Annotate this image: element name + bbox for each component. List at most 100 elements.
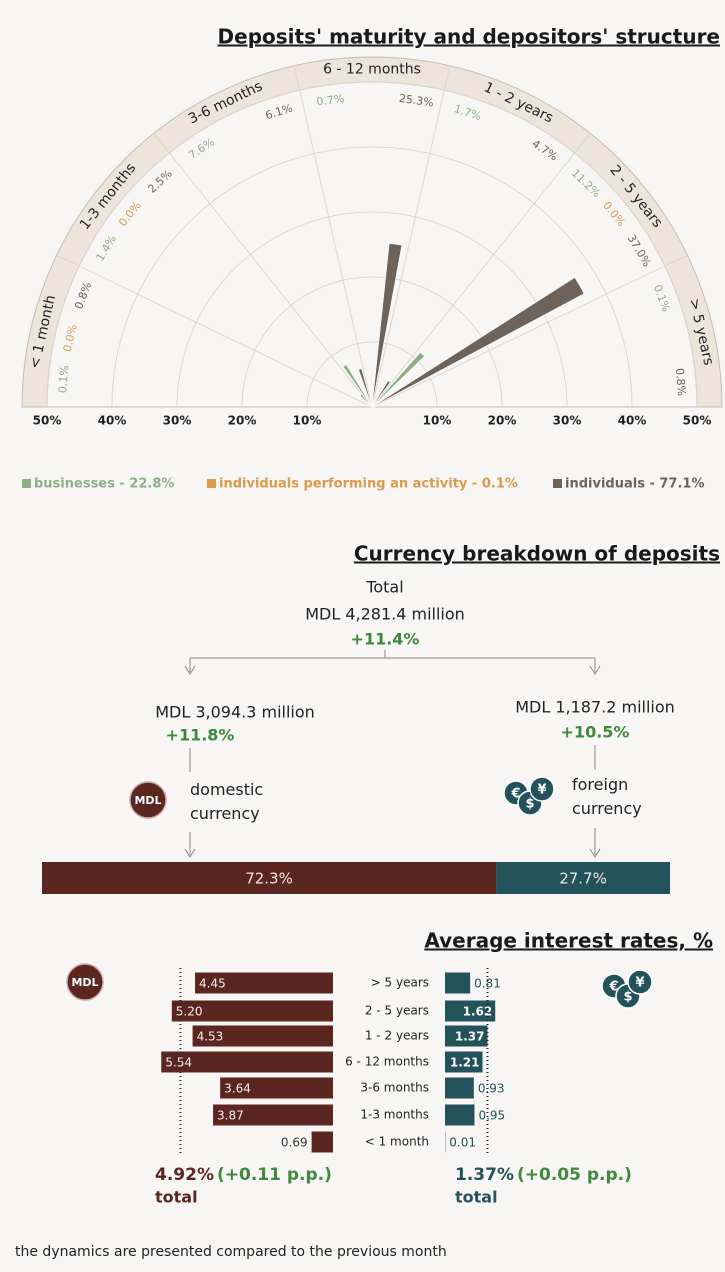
- bar: [220, 1077, 333, 1099]
- value-label: 0.95: [478, 1109, 505, 1123]
- wedge: [371, 243, 403, 408]
- value-label: 0.7%: [316, 92, 345, 109]
- grid-ring: [241, 276, 503, 408]
- wedge: [371, 380, 391, 408]
- value-label: 1.4%: [94, 233, 119, 264]
- category-label: 2 - 5 years: [365, 1004, 429, 1018]
- bar: [445, 1000, 496, 1022]
- r-tick-label: 50%: [683, 414, 712, 428]
- r-tick-label: 10%: [423, 414, 452, 428]
- legend-swatch: [553, 479, 562, 488]
- total-value: 1.37%: [455, 1165, 514, 1185]
- sector-line: [371, 133, 591, 408]
- domestic-label: domestic currency: [190, 780, 264, 823]
- value-label: 0.1%: [56, 365, 71, 394]
- value-label: 3.87: [217, 1109, 244, 1123]
- legend-swatch: [22, 479, 31, 488]
- chart-title: Deposits' maturity and depositors' struc…: [218, 25, 720, 49]
- value-label: 1.37: [455, 1030, 485, 1044]
- grid-ring: [111, 146, 633, 408]
- total-word: total: [155, 1188, 198, 1207]
- category-label: 6 - 12 months: [323, 62, 421, 78]
- total-word: total: [455, 1188, 498, 1207]
- value-label: 0.8%: [72, 280, 94, 311]
- r-tick-label: 50%: [33, 414, 62, 428]
- share-segment: [42, 862, 497, 894]
- r-tick-label: 40%: [98, 414, 127, 428]
- category-label: > 5 years: [371, 976, 429, 990]
- value-label: 25.3%: [398, 92, 434, 110]
- value-label: 7.6%: [186, 136, 216, 162]
- currency-symbol: ¥: [635, 976, 644, 991]
- currency-icon: [627, 969, 653, 995]
- value-label: 0.93: [478, 1082, 505, 1096]
- value-label: 0.0%: [116, 199, 144, 229]
- bar: [445, 1025, 488, 1047]
- currency-icon: [529, 776, 555, 802]
- mdl-icon-label: MDL: [134, 794, 161, 807]
- total-amount: MDL 4,281.4 million: [305, 605, 465, 624]
- value-label: 5.54: [165, 1056, 192, 1070]
- grid-ring: [306, 341, 438, 408]
- r-tick-label: 30%: [163, 414, 192, 428]
- value-label: 4.53: [197, 1030, 224, 1044]
- total-change: +11.4%: [351, 630, 420, 649]
- value-label: 1.7%: [452, 102, 483, 123]
- r-tick-label: 40%: [618, 414, 647, 428]
- wedge: [371, 396, 377, 408]
- wedge: [342, 364, 373, 408]
- wedge: [360, 394, 373, 408]
- chart-title: Average interest rates, %: [424, 929, 713, 953]
- wedge: [371, 277, 585, 408]
- value-label: 2.5%: [145, 167, 174, 196]
- value-label: 0.81: [474, 977, 501, 991]
- category-label: 6 - 12 months: [345, 1055, 429, 1069]
- sector-line: [371, 65, 451, 408]
- currency-symbol: $: [623, 990, 632, 1005]
- r-tick-label: 30%: [553, 414, 582, 428]
- domestic-change: +11.8%: [166, 726, 235, 745]
- bar: [195, 972, 333, 994]
- category-label: 1 - 2 years: [365, 1029, 429, 1043]
- r-tick-label: 10%: [293, 414, 322, 428]
- wedge: [371, 352, 425, 408]
- currency-symbol: ¥: [537, 783, 546, 798]
- bar: [171, 1000, 333, 1022]
- sector-line: [153, 133, 373, 408]
- value-label: 0.8%: [673, 368, 688, 397]
- legend-label: individuals - 77.1%: [565, 477, 704, 492]
- category-label: < 1 month: [365, 1135, 429, 1149]
- value-label: 0.0%: [61, 323, 80, 353]
- share-label: 27.7%: [559, 870, 607, 888]
- connectors: [184, 650, 601, 858]
- domestic-amount: MDL 3,094.3 million: [155, 703, 315, 722]
- value-label: 1.21: [450, 1056, 480, 1070]
- r-tick-label: 20%: [488, 414, 517, 428]
- value-label: 6.1%: [264, 101, 295, 122]
- mdl-icon: [66, 963, 104, 1001]
- mdl-icon-label: MDL: [71, 976, 98, 989]
- total-label: Total: [365, 578, 403, 597]
- wedge: [363, 401, 373, 408]
- total-value: 4.92%: [155, 1165, 214, 1185]
- value-label: 0.01: [449, 1136, 476, 1150]
- footnote: the dynamics are presented compared to t…: [15, 1244, 447, 1260]
- value-label: 4.7%: [530, 137, 560, 163]
- bar: [161, 1051, 333, 1073]
- sector-line: [293, 65, 373, 408]
- value-label: 3.64: [224, 1082, 251, 1096]
- currency-symbol: €: [510, 787, 520, 802]
- value-label: 5.20: [176, 1005, 203, 1019]
- legend-label: individuals performing an activity - 0.1…: [219, 477, 518, 492]
- currency-symbol: $: [525, 797, 534, 812]
- wedge: [366, 404, 373, 408]
- share-label: 72.3%: [245, 870, 293, 888]
- chart-title: Currency breakdown of deposits: [354, 542, 720, 566]
- bar: [445, 1104, 475, 1126]
- wedge: [371, 406, 378, 408]
- bar: [445, 1077, 474, 1099]
- category-label: 1-3 months: [360, 1108, 429, 1122]
- bar: [192, 1025, 333, 1047]
